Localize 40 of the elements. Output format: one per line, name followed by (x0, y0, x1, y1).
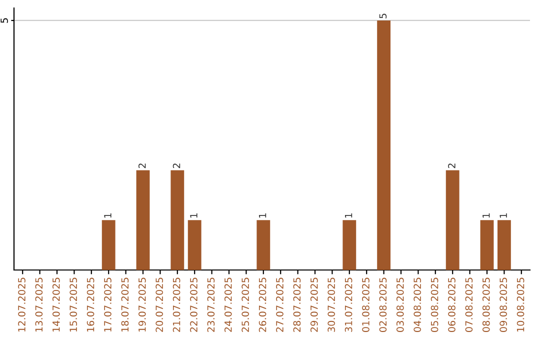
x-tick-label: 02.08.2025 (379, 278, 387, 332)
x-tick-label: 18.07.2025 (121, 278, 129, 332)
x-tick-label: 15.07.2025 (70, 278, 78, 332)
x-tick-label: 28.07.2025 (293, 278, 301, 332)
x-tick-label: 24.07.2025 (224, 278, 232, 332)
x-tick-label: 12.07.2025 (18, 278, 26, 332)
x-tick-label: 17.07.2025 (104, 278, 112, 332)
data-label: 1 (258, 213, 266, 218)
x-tick-label: 19.07.2025 (138, 278, 146, 332)
x-tick-label: 06.08.2025 (448, 278, 456, 332)
x-tick-label: 21.07.2025 (172, 278, 180, 332)
x-tick-label: 08.08.2025 (482, 278, 490, 332)
x-tick-label: 13.07.2025 (35, 278, 43, 332)
x-tick-label: 01.08.2025 (362, 278, 370, 332)
x-tick-label: 29.07.2025 (310, 278, 318, 332)
x-tick-label: 27.07.2025 (276, 278, 284, 332)
x-tick-label: 22.07.2025 (190, 278, 198, 332)
x-tick-label: 30.07.2025 (328, 278, 336, 332)
x-tick-label: 03.08.2025 (396, 278, 404, 332)
data-label: 2 (448, 164, 456, 168)
x-tick-label: 31.07.2025 (344, 278, 352, 332)
x-tick-label: 20.07.2025 (156, 278, 164, 332)
data-label: 1 (500, 213, 507, 218)
x-tick-label: 04.08.2025 (414, 278, 422, 332)
x-tick-label: 05.08.2025 (430, 278, 438, 332)
x-tick-label: 16.07.2025 (86, 278, 94, 332)
x-tick-label: 23.07.2025 (207, 278, 215, 332)
x-tick-label: 07.08.2025 (465, 278, 473, 332)
x-tick-label: 09.08.2025 (500, 278, 508, 332)
x-tick-label: 10.08.2025 (516, 278, 524, 332)
data-label: 5 (379, 14, 387, 18)
data-label: 1 (104, 213, 112, 218)
data-label: 1 (344, 213, 352, 218)
data-label: 2 (138, 164, 146, 168)
x-tick-label: 25.07.2025 (242, 278, 250, 332)
data-label: 1 (190, 213, 198, 218)
data-label: 1 (482, 213, 490, 218)
x-tick-label: 26.07.2025 (258, 278, 266, 332)
x-tick-label: 14.07.2025 (52, 278, 60, 332)
data-label: 2 (172, 164, 180, 168)
